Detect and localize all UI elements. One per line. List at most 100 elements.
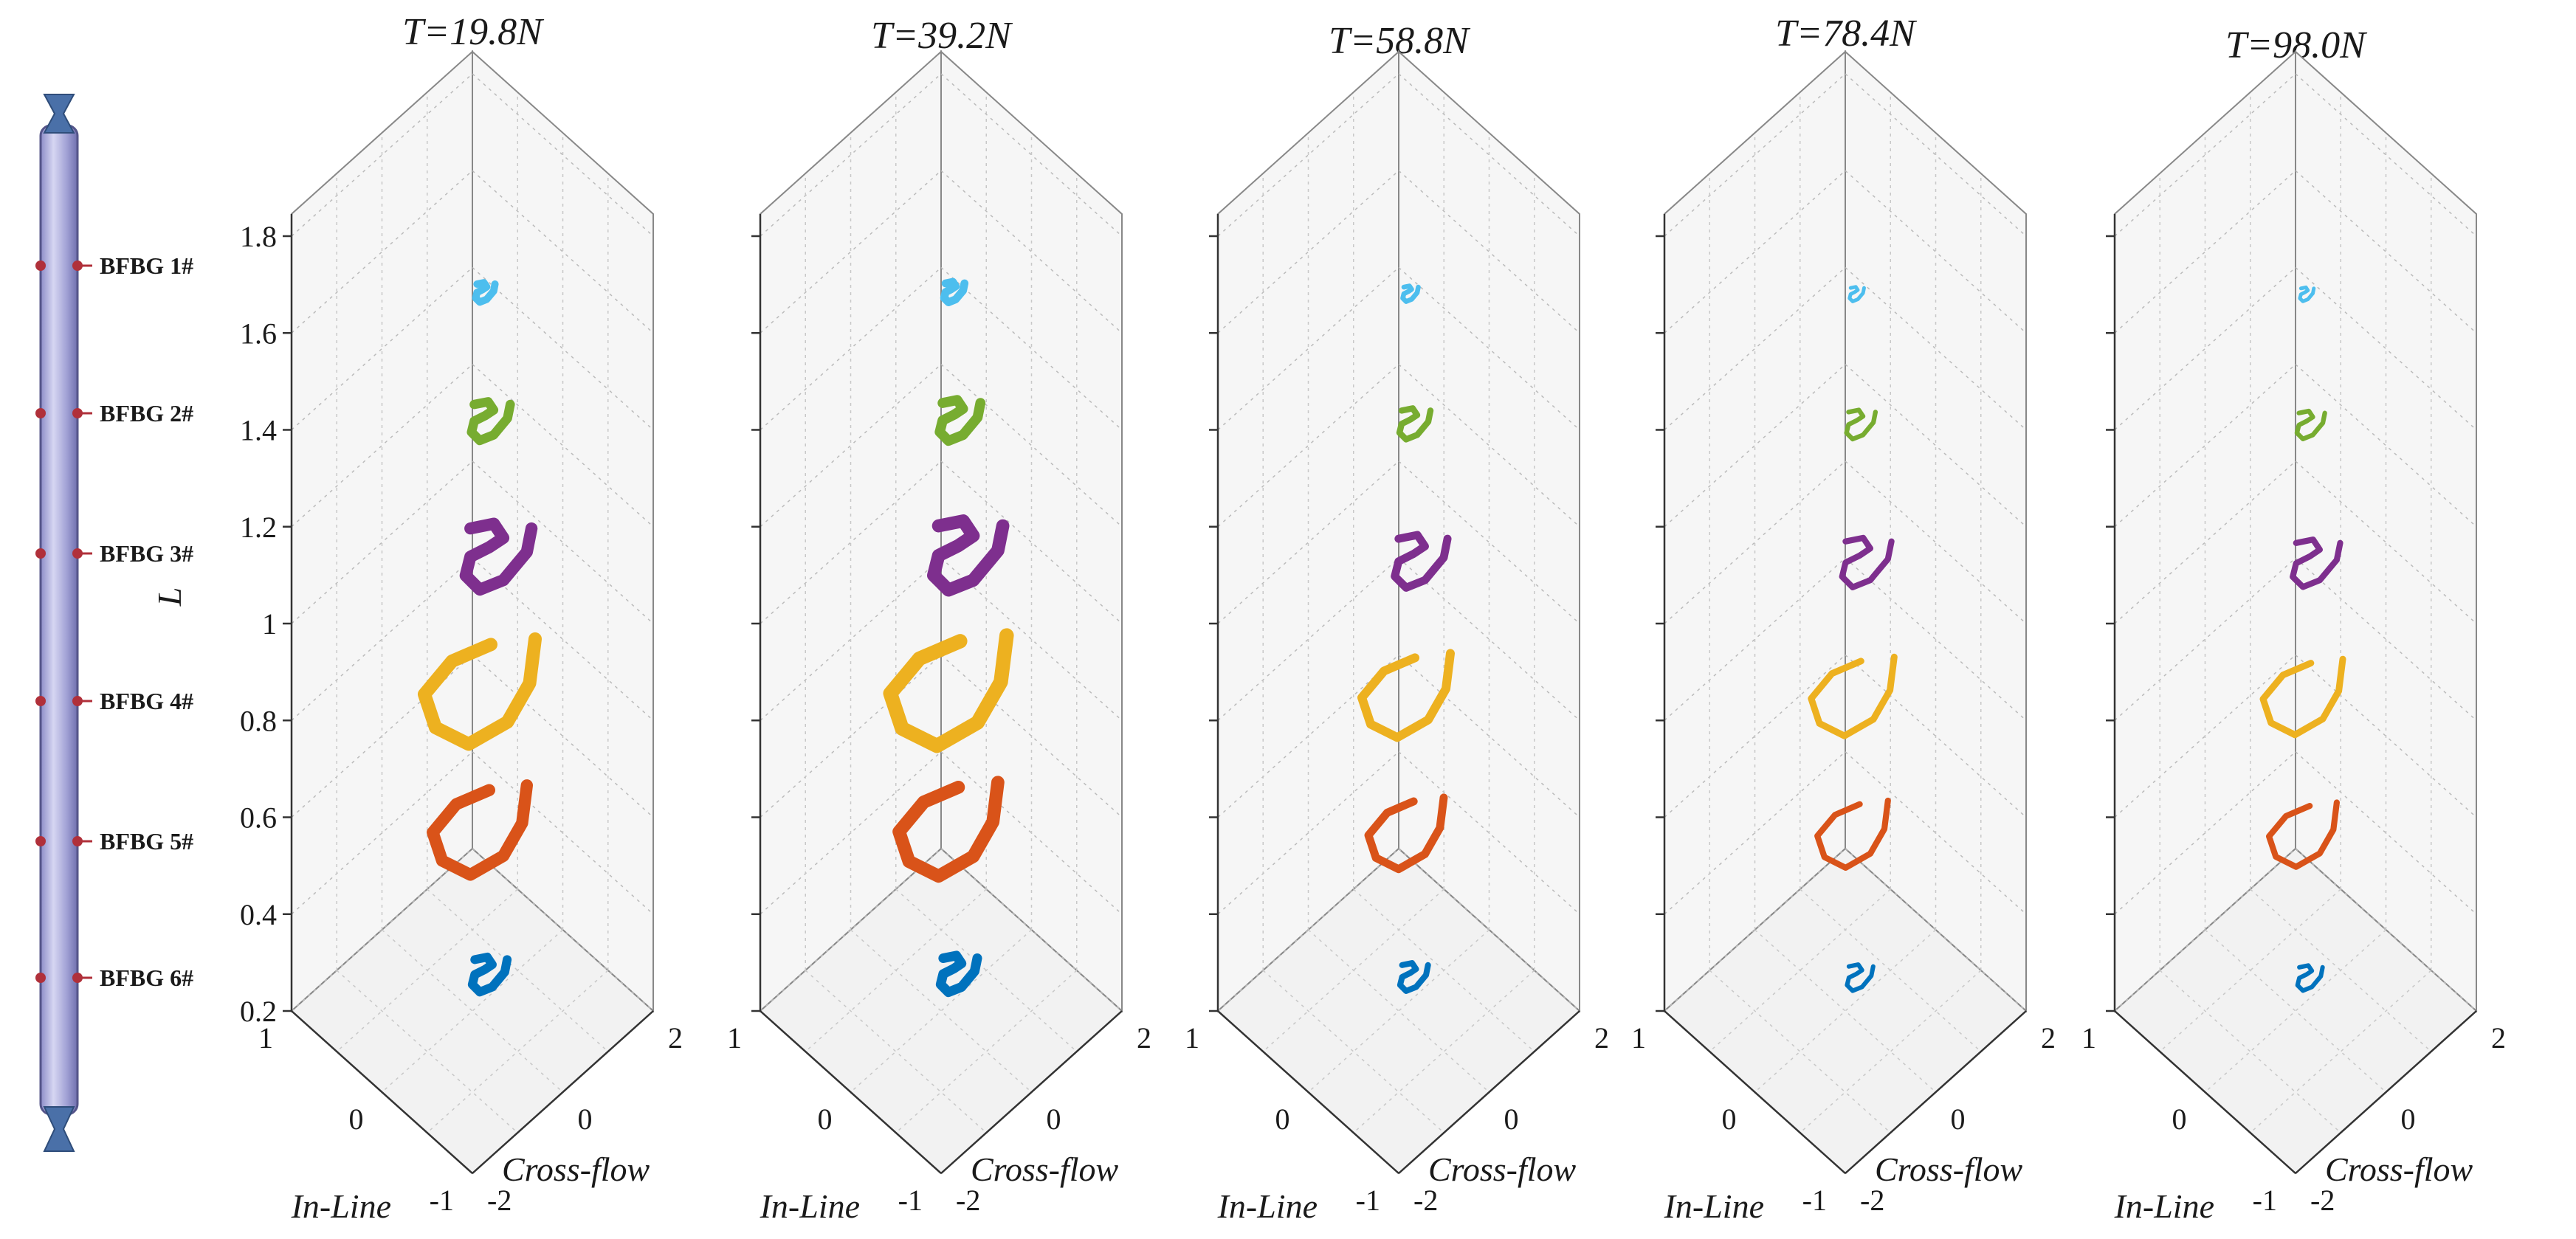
sensor-label: BFBG 1# <box>100 252 193 279</box>
sensor-label: BFBG 3# <box>100 540 193 567</box>
trajectory-2 <box>1844 407 1878 442</box>
x-tick-label: -1 <box>430 1184 454 1217</box>
z-tick-label: 0.2 <box>240 995 277 1028</box>
inline-axis-label: In-Line <box>1664 1187 1764 1225</box>
y-tick-label: 0 <box>1504 1102 1519 1136</box>
sensor-label: BFBG 6# <box>100 964 193 991</box>
crossflow-axis <box>1845 1010 2027 1174</box>
crossflow-axis-label: Cross-flow <box>1875 1150 2023 1188</box>
trajectory-5 <box>427 779 533 881</box>
inline-axis-label: In-Line <box>1217 1187 1318 1225</box>
crossflow-axis-label: Cross-flow <box>502 1150 650 1188</box>
y-tick-label: -2 <box>1860 1184 1884 1217</box>
y-tick-label: 0 <box>2401 1102 2416 1136</box>
y-tick-label: 0 <box>1047 1102 1061 1136</box>
sensor-marker <box>35 973 46 983</box>
trajectory-3 <box>2290 536 2343 590</box>
trajectory-3 <box>1391 531 1452 592</box>
panel-title: T=78.4N <box>1775 13 1918 55</box>
crossflow-axis-label: Cross-flow <box>2325 1150 2473 1188</box>
x-tick-label: 0 <box>349 1102 364 1136</box>
sensor-label: BFBG 4# <box>100 688 193 714</box>
panel-title: T=39.2N <box>871 15 1013 57</box>
inline-axis <box>2114 1010 2296 1174</box>
y-tick-label: 0 <box>1951 1102 1966 1136</box>
y-tick-label: -2 <box>956 1184 980 1217</box>
sensor-marker <box>35 408 46 418</box>
y-tick-label: 2 <box>2491 1021 2506 1055</box>
inline-axis-label: In-Line <box>291 1187 391 1225</box>
trajectory-5 <box>892 776 1005 883</box>
x-tick-label: 0 <box>1275 1102 1290 1136</box>
sensor-label: BFBG 5# <box>100 828 193 855</box>
trajectory-5 <box>1364 793 1448 874</box>
y-tick-label: 2 <box>1137 1021 1151 1055</box>
y-tick-label: -2 <box>2310 1184 2335 1217</box>
trajectory-6 <box>467 952 512 997</box>
panel-1: T=19.8N 0.2 0.4 0.6 0.8 1 1.2 1.4 1.6 1.8 1 0 -1 -2 0 2… <box>151 11 683 1225</box>
trajectory-6 <box>935 950 982 998</box>
crossflow-axis <box>472 1010 654 1174</box>
x-tick-label: 0 <box>2172 1102 2187 1136</box>
crossflow-axis <box>940 1010 1123 1174</box>
x-tick-label: -1 <box>1802 1184 1827 1217</box>
trajectory-5 <box>1814 797 1891 871</box>
trajectory-4 <box>418 632 542 751</box>
trajectory-6 <box>2295 963 2325 993</box>
y-tick-label: 2 <box>1594 1021 1609 1055</box>
crossflow-axis-label: Cross-flow <box>1428 1150 1577 1188</box>
x-tick-label: 0 <box>818 1102 833 1136</box>
inline-axis-label: In-Line <box>2114 1187 2214 1225</box>
y-tick-label: 2 <box>668 1021 683 1055</box>
sensor-marker <box>35 696 46 706</box>
z-tick-label: 0.6 <box>240 801 277 835</box>
z-tick-label: 0.8 <box>240 704 277 737</box>
y-tick-label: 0 <box>578 1102 593 1136</box>
crossflow-axis-label: Cross-flow <box>971 1150 1119 1188</box>
z-tick-label: 1.8 <box>240 220 277 253</box>
x-tick-label: 1 <box>727 1021 742 1055</box>
panel-title: T=19.8N <box>402 11 545 53</box>
x-tick-label: -1 <box>2253 1184 2277 1217</box>
z-tick-label: 1 <box>262 607 277 641</box>
y-tick-label: -2 <box>1413 1184 1438 1217</box>
y-tick-label: 2 <box>2041 1021 2056 1055</box>
crossflow-axis <box>2295 1010 2477 1174</box>
inline-axis <box>1664 1010 1846 1174</box>
z-tick-label: 0.4 <box>240 898 277 931</box>
z-tick-label: 1.6 <box>240 317 277 350</box>
inline-axis <box>1217 1010 1399 1174</box>
trajectory-6 <box>1845 962 1876 993</box>
trajectory-3 <box>927 514 1010 597</box>
z-axis-label: L <box>151 587 188 607</box>
x-tick-label: 1 <box>258 1021 273 1055</box>
y-tick-label: -2 <box>487 1184 512 1217</box>
trajectory-1 <box>2298 285 2316 303</box>
trajectory-4 <box>1808 653 1898 739</box>
inline-axis <box>760 1010 942 1174</box>
sensor-marker <box>35 260 46 271</box>
inline-axis-label: In-Line <box>760 1187 860 1225</box>
riser-diagram: BFBG 1# BFBG 2# BFBG 3# BFBG 4# BFBG 5# BFBG … <box>35 94 193 1152</box>
trajectory-1 <box>472 279 499 306</box>
trajectory-2 <box>1396 405 1434 443</box>
trajectory-1 <box>940 277 969 306</box>
riser-tube <box>39 124 79 1116</box>
trajectory-6 <box>1397 960 1431 994</box>
sensor-marker <box>35 548 46 559</box>
x-tick-label: 1 <box>1631 1021 1646 1055</box>
crossflow-axis <box>1398 1010 1580 1174</box>
panel-4: T=78.4N 1 0 -1 -2 0 2 In-Line Cross-flow <box>1631 13 2056 1225</box>
trajectory-4 <box>2259 655 2346 739</box>
trajectory-4 <box>883 628 1014 753</box>
riser-bottom-end-icon <box>43 1106 75 1152</box>
z-tick-label: 1.2 <box>240 511 277 544</box>
z-tick-label: 1.4 <box>240 414 277 447</box>
trajectory-1 <box>1400 283 1421 304</box>
riser-top-end-icon <box>43 94 75 134</box>
inline-axis <box>291 1010 473 1174</box>
trajectory-2 <box>466 397 515 446</box>
